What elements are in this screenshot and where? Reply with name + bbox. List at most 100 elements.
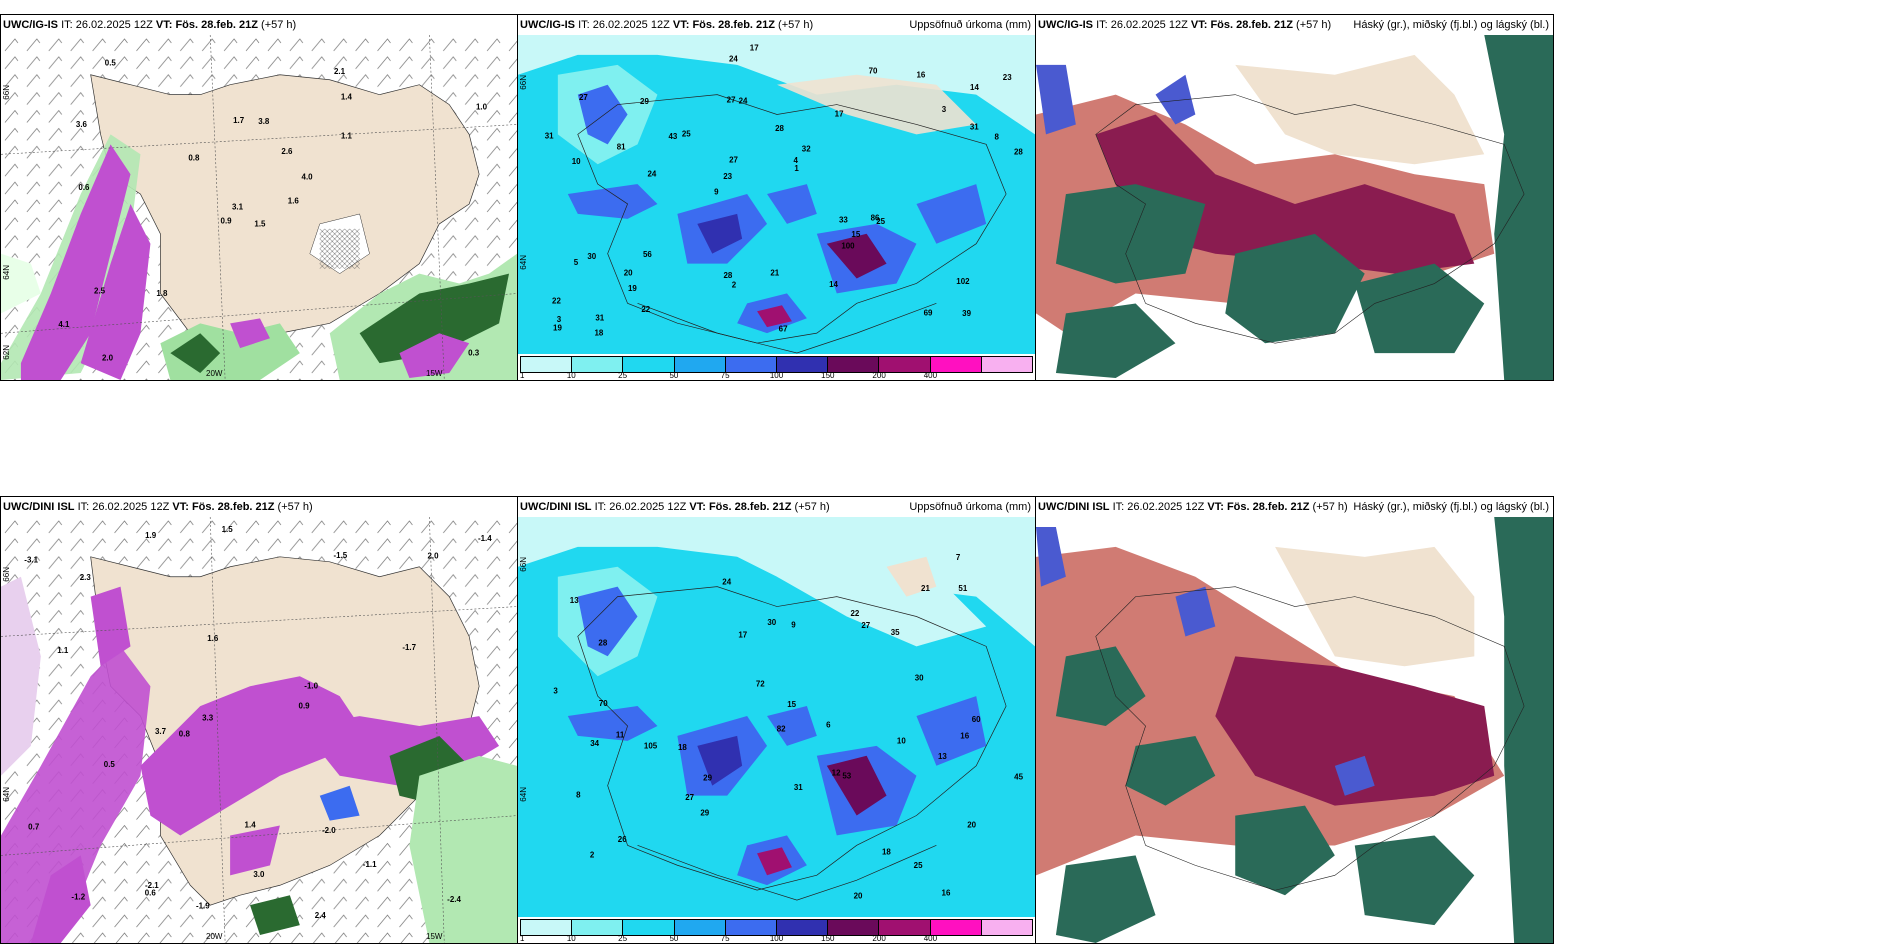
value-label: 4 <box>794 156 799 165</box>
colorbar-label: 400 <box>923 371 938 380</box>
value-label: 70 <box>869 67 878 76</box>
value-label: 29 <box>640 97 649 106</box>
value-label: 28 <box>775 124 784 133</box>
value-label: 3 <box>553 687 558 696</box>
colorbar-swatch <box>777 357 829 372</box>
value-label: 1.4 <box>341 93 353 102</box>
value-label: 2.0 <box>427 552 439 561</box>
value-label: 8 <box>995 132 1000 141</box>
value-label: 29 <box>700 809 709 818</box>
colorbar-swatch <box>623 357 675 372</box>
value-label: -2.1 <box>145 881 159 890</box>
value-label: 11 <box>616 730 625 739</box>
value-label: 9 <box>714 188 719 197</box>
value-label: 30 <box>915 674 924 683</box>
colorbar-swatch <box>981 357 1033 372</box>
colorbar-label: 75 <box>720 371 730 380</box>
value-label: 18 <box>595 328 604 337</box>
value-label: 0.5 <box>105 59 117 68</box>
colorbar-label: 100 <box>769 934 784 943</box>
value-label: 14 <box>829 280 838 289</box>
value-label: -1.7 <box>402 643 416 652</box>
cloud-map[interactable] <box>1036 517 1553 943</box>
lat-label: 64N <box>2 787 11 802</box>
value-label: 0.3 <box>468 349 480 358</box>
wind-map[interactable]: 1.5 3.6 3.1 4.1 4.0 1.8 2.1 3.8 1.4 1.6 0.5 0.3 0.6 1… <box>1 35 517 380</box>
value-label: 31 <box>595 314 604 323</box>
value-label: 1.1 <box>341 131 353 140</box>
value-label: 1.5 <box>254 220 266 229</box>
precip-map[interactable]: 39 10 14 9 17 31 27 28 30 25 22 19 24 32 25 27 24 28 33 31 2… <box>518 35 1035 354</box>
value-label: 3.6 <box>76 120 88 129</box>
value-label: 28 <box>598 638 607 647</box>
value-label: 4.1 <box>58 320 70 329</box>
colorbar-label: 50 <box>669 934 679 943</box>
value-label: -1.1 <box>363 860 377 869</box>
value-label: 2.4 <box>315 911 327 920</box>
value-label: 23 <box>723 172 732 181</box>
value-label: 22 <box>851 609 860 618</box>
colorbar-swatch <box>521 920 573 935</box>
map-panel-dini-clouds: UWC/DINI ISL IT: 26.02.2025 12Z VT: Fös.… <box>1035 496 1554 944</box>
value-label: 56 <box>643 250 652 259</box>
cloud-title: Háský (gr.), miðský (fj.bl.) og lágský (… <box>1353 501 1549 513</box>
wind-map[interactable]: -1.9 2.4 -2.1 -1.1 1.9 2.3 3.7 -2.4 1.5 1.6 2.0 3.0… <box>1 517 517 943</box>
lat-label: 66N <box>2 85 11 100</box>
value-label: 31 <box>545 131 554 140</box>
value-label: 31 <box>794 783 803 792</box>
value-label: -2.0 <box>322 826 336 835</box>
panel-header: UWC/IG-IS IT: 26.02.2025 12Z VT: Fös. 28… <box>1038 19 1549 31</box>
value-label: 29 <box>703 773 712 782</box>
value-label: 39 <box>962 309 971 318</box>
colorbar-swatch <box>674 920 726 935</box>
value-label: 2.0 <box>102 354 114 363</box>
lon-label: 20W <box>206 369 223 378</box>
value-label: 2.6 <box>281 147 293 156</box>
value-label: 82 <box>777 724 786 733</box>
colorbar-swatch <box>777 920 829 935</box>
colorbar-swatch <box>725 920 778 935</box>
value-label: 16 <box>916 71 925 80</box>
colorbar-label: 10 <box>566 934 576 943</box>
value-label: 14 <box>970 83 979 92</box>
lat-label: 64N <box>519 255 528 270</box>
colorbar-label: 100 <box>769 371 784 380</box>
value-label: 2.1 <box>334 67 346 76</box>
value-label: 0.9 <box>299 701 311 710</box>
value-label: 0.6 <box>145 889 157 898</box>
colorbar-swatch <box>981 920 1033 935</box>
value-label: 24 <box>647 170 656 179</box>
value-label: 67 <box>779 325 788 334</box>
colorbar-swatch <box>725 357 778 372</box>
colorbar-swatch <box>572 920 624 935</box>
panel-header: UWC/DINI ISL IT: 26.02.2025 12Z VT: Fös.… <box>520 501 1031 513</box>
colorbar-swatch <box>879 357 931 372</box>
cloud-map[interactable] <box>1036 35 1553 380</box>
value-label: 22 <box>552 296 561 305</box>
value-label: 30 <box>767 618 776 627</box>
lat-label: 64N <box>2 265 11 280</box>
value-label: 69 <box>924 308 933 317</box>
value-label: -3.1 <box>24 556 38 565</box>
value-label: 2 <box>590 851 595 860</box>
value-label: 3.1 <box>232 202 244 211</box>
lon-label: 20W <box>206 932 223 941</box>
value-label: 15 <box>787 700 796 709</box>
colorbar-label: 400 <box>923 934 938 943</box>
value-label: 1 <box>794 164 799 173</box>
value-label: 31 <box>970 122 979 131</box>
value-label: 13 <box>938 752 947 761</box>
value-label: 20 <box>624 269 633 278</box>
value-label: 18 <box>882 848 891 857</box>
value-label: 0.7 <box>28 823 40 832</box>
value-label: 24 <box>722 577 731 586</box>
colorbar-swatch <box>828 357 880 372</box>
value-label: 20 <box>854 891 863 900</box>
value-label: 13 <box>570 596 579 605</box>
value-label: 102 <box>956 277 970 286</box>
value-label: 27 <box>685 793 694 802</box>
precip-map[interactable]: 16 11 12 13 20 28 26 18 35 30 27 25 29 24 6 8 10 15 3 2 7 9 30… <box>518 517 1035 917</box>
value-label: 3.0 <box>253 870 265 879</box>
colorbar-label: 50 <box>669 371 679 380</box>
value-label: 1.0 <box>476 103 488 112</box>
